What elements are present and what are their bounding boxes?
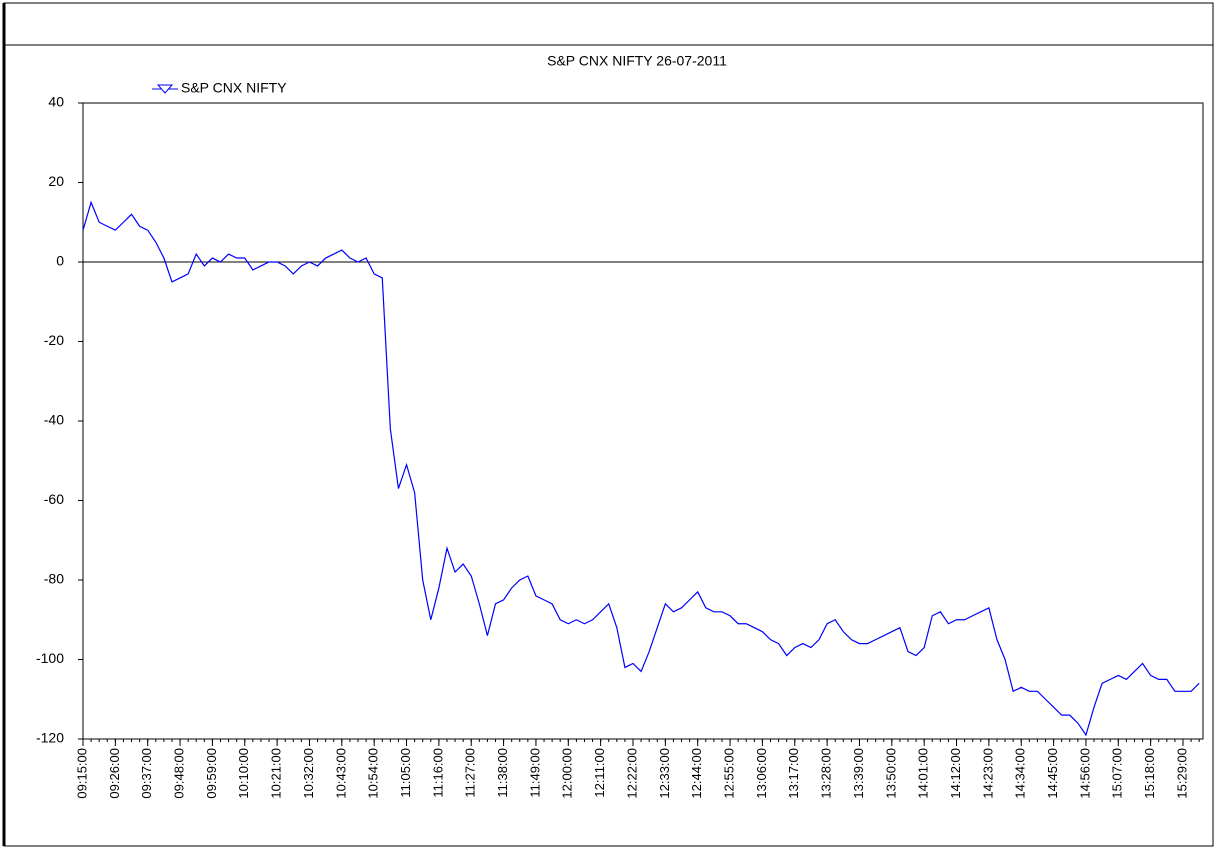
y-tick-label: -120 [36,730,64,746]
x-tick-label: 13:17:00 [786,748,801,799]
y-tick-label: 40 [48,94,64,110]
x-tick-label: 15:29:00 [1174,748,1189,799]
x-tick-label: 13:28:00 [819,748,834,799]
x-tick-label: 11:27:00 [463,748,478,798]
x-tick-label: 12:00:00 [560,748,575,799]
y-tick-label: -100 [36,650,64,666]
x-tick-label: 14:34:00 [1013,748,1028,799]
y-tick-label: -20 [44,332,64,348]
x-tick-label: 12:55:00 [721,748,736,799]
y-tick-label: 0 [56,253,64,269]
x-tick-label: 12:11:00 [592,748,607,798]
legend-label: S&P CNX NIFTY [181,80,287,96]
x-tick-label: 11:16:00 [430,748,445,798]
x-tick-label: 09:37:00 [139,748,154,799]
chart-title: S&P CNX NIFTY 26-07-2011 [547,53,727,69]
x-tick-label: 14:23:00 [980,748,995,799]
x-tick-label: 11:49:00 [527,748,542,798]
x-tick-label: 10:32:00 [301,748,316,799]
x-tick-label: 12:44:00 [689,748,704,799]
series-line [82,200,1200,737]
x-tick-label: 10:10:00 [236,748,251,799]
x-tick-label: 11:05:00 [398,748,413,798]
y-tick-label: -80 [44,571,64,587]
y-tick-label: -60 [44,491,64,507]
x-tick-label: 12:22:00 [624,748,639,799]
x-tick-label: 13:06:00 [754,748,769,799]
x-tick-label: 13:39:00 [851,748,866,799]
x-tick-label: 10:21:00 [269,748,284,799]
x-tick-label: 11:38:00 [495,748,510,798]
x-tick-label: 10:54:00 [366,748,381,799]
x-tick-label: 14:12:00 [948,748,963,799]
x-tick-label: 13:50:00 [883,748,898,799]
x-tick-label: 09:48:00 [171,748,186,799]
x-tick-label: 15:18:00 [1142,748,1157,799]
y-tick-label: -40 [44,412,64,428]
x-tick-label: 09:59:00 [204,748,219,799]
legend-marker [156,84,174,94]
x-tick-label: 09:26:00 [107,748,122,799]
frame [3,2,1214,847]
x-tick-label: 14:01:00 [916,748,931,799]
x-tick-label: 14:56:00 [1077,748,1092,799]
x-tick-label: 15:07:00 [1110,748,1125,799]
x-tick-label: 10:43:00 [333,748,348,799]
x-tick-label: 09:15:00 [74,748,89,799]
x-tick-label: 14:45:00 [1045,748,1060,799]
y-tick-label: 20 [48,173,64,189]
plot-area [82,102,1204,740]
x-tick-label: 12:33:00 [657,748,672,799]
